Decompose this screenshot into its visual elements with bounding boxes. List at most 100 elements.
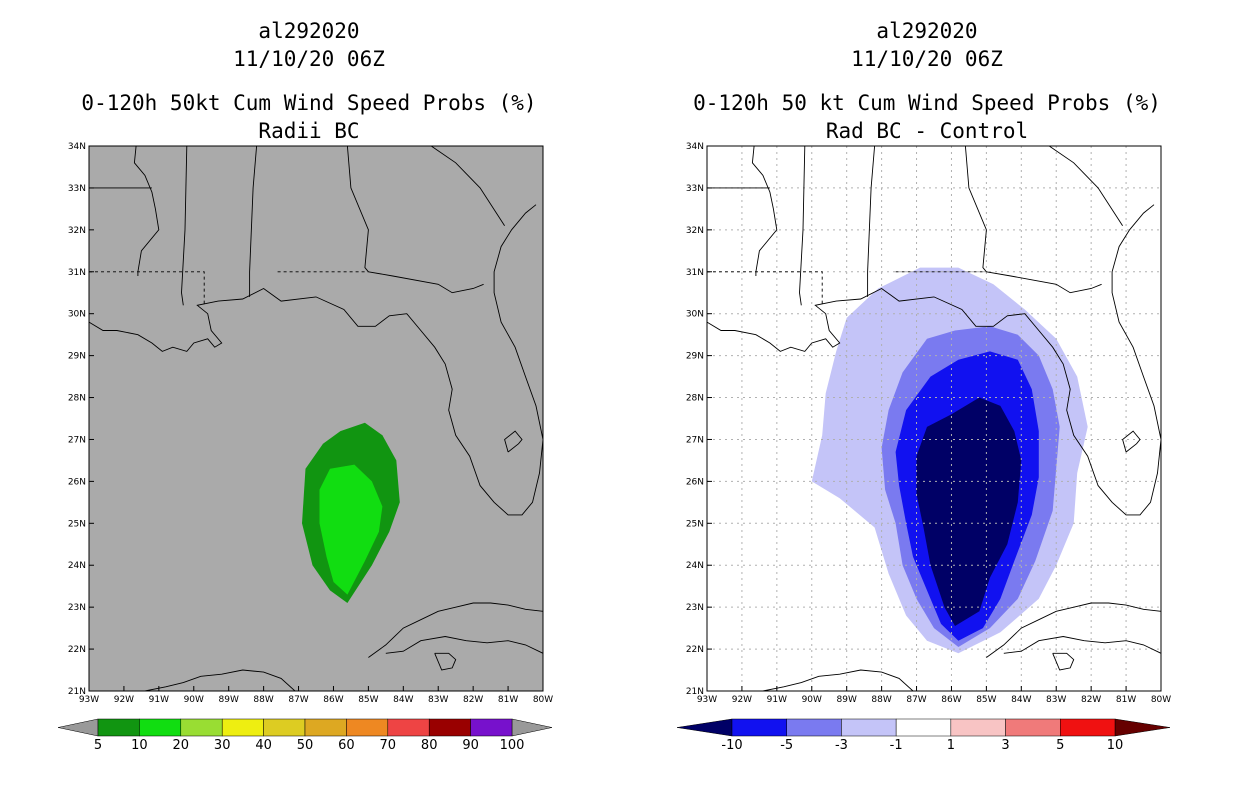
- lake-okeechobee: [504, 430, 523, 453]
- x-tick-label: 82W: [463, 695, 483, 705]
- colorbar-segment: [221, 718, 264, 737]
- y-tick-label: 28N: [686, 394, 704, 404]
- colorbar-segment: [139, 718, 182, 737]
- panel-radii-bc: al292020 11/10/20 06Z 0-120h 50kt Cum Wi…: [57, 19, 553, 753]
- x-tick-label: 93W: [79, 695, 99, 705]
- state-border: [867, 146, 876, 297]
- colorbar-label: 30: [214, 738, 231, 753]
- colorbar-under-arrow: [57, 718, 99, 737]
- panel2-frame: [706, 145, 1162, 692]
- colorbar-segment: [470, 718, 513, 737]
- colorbar-label: 80: [421, 738, 438, 753]
- x-tick-label: 92W: [732, 695, 752, 705]
- x-tick-label: 88W: [871, 695, 891, 705]
- y-tick-label: 22N: [686, 645, 704, 655]
- y-tick-label: 22N: [68, 645, 86, 655]
- x-tick-label: 86W: [323, 695, 343, 705]
- y-tick-label: 23N: [68, 603, 86, 613]
- colorbar-over-arrow: [1114, 718, 1171, 737]
- colorbar-label: -1: [890, 738, 903, 753]
- x-tick-label: 90W: [802, 695, 822, 705]
- colorbar-label: 10: [1107, 738, 1124, 753]
- y-tick-label: 30N: [68, 310, 86, 320]
- panel1-title: 0-120h 50kt Cum Wind Speed Probs (%): [81, 91, 536, 115]
- state-border-dashed: [707, 271, 823, 306]
- x-tick-label: 88W: [253, 695, 273, 705]
- x-tick-label: 83W: [1046, 695, 1066, 705]
- y-tick-label: 33N: [686, 184, 704, 194]
- colorbar-label: -10: [721, 738, 742, 753]
- colorbar-segment: [731, 718, 787, 737]
- x-tick-label: 93W: [697, 695, 717, 705]
- colorbar-segment: [428, 718, 471, 737]
- x-tick-label: 85W: [976, 695, 996, 705]
- x-tick-label: 81W: [1116, 695, 1136, 705]
- panel2-subtitle: Rad BC - Control: [826, 119, 1028, 143]
- panel1-y-axis: 21N 22N 23N 24N 25N 26N 27N 28N 29N 30N 31N 32N 33N 3…: [68, 142, 94, 697]
- y-tick-label: 34N: [686, 142, 704, 152]
- y-tick-label: 23N: [686, 603, 704, 613]
- state-border: [346, 146, 369, 273]
- state-border: [986, 271, 1102, 294]
- panel2-contours: [811, 267, 1088, 654]
- colorbar-label: 50: [297, 738, 314, 753]
- colorbar-label: 1: [947, 738, 955, 753]
- panel1-storm-id: al292020: [258, 19, 359, 43]
- panel1-datetime: 11/10/20 06Z: [233, 47, 385, 71]
- y-tick-label: 32N: [68, 226, 86, 236]
- colorbar-label: 5: [94, 738, 102, 753]
- panel2-coastlines: [707, 146, 1161, 691]
- y-tick-label: 25N: [68, 519, 86, 529]
- colorbar-segment: [180, 718, 223, 737]
- coastline-cuba-south: [385, 636, 543, 654]
- colorbar-segment: [1005, 718, 1061, 737]
- state-border: [368, 271, 484, 294]
- y-tick-label: 34N: [68, 142, 86, 152]
- x-tick-label: 81W: [498, 695, 518, 705]
- y-tick-label: 21N: [68, 687, 86, 697]
- panel1-x-axis: 93W 92W 91W 90W 89W 88W 87W 86W 85W 84W 83W 82W 81W 8…: [79, 686, 553, 705]
- coastline-gulf: [707, 204, 1161, 516]
- colorbar-label: 90: [462, 738, 479, 753]
- colorbar-segment: [841, 718, 897, 737]
- state-border: [430, 146, 505, 226]
- state-border: [751, 146, 778, 276]
- y-tick-label: 28N: [68, 394, 86, 404]
- panel1-contours: [302, 422, 400, 603]
- panel2-title: 0-120h 50 kt Cum Wind Speed Probs (%): [693, 91, 1161, 115]
- contour-below-10: [916, 397, 1022, 626]
- colorbar-under-arrow: [676, 718, 733, 737]
- coastline-yucatan: [144, 669, 296, 691]
- panel1-subtitle: Radii BC: [258, 119, 359, 143]
- colorbar-label: 20: [173, 738, 190, 753]
- y-tick-label: 27N: [686, 435, 704, 445]
- colorbar-segment: [895, 718, 952, 737]
- x-tick-label: 80W: [1151, 695, 1171, 705]
- colorbar-segment: [1060, 718, 1116, 737]
- x-tick-label: 85W: [358, 695, 378, 705]
- y-tick-label: 25N: [686, 519, 704, 529]
- colorbar-label: 70: [380, 738, 397, 753]
- state-border: [799, 146, 806, 306]
- x-tick-label: 82W: [1081, 695, 1101, 705]
- y-tick-label: 30N: [686, 310, 704, 320]
- x-tick-label: 89W: [837, 695, 857, 705]
- x-tick-label: 92W: [114, 695, 134, 705]
- state-border: [181, 146, 188, 306]
- x-tick-label: 90W: [184, 695, 204, 705]
- x-tick-label: 84W: [1011, 695, 1031, 705]
- colorbar-label: -5: [780, 738, 793, 753]
- colorbar-label: 10: [131, 738, 148, 753]
- coastline-cuba-north: [986, 602, 1161, 658]
- colorbar-label: 40: [255, 738, 272, 753]
- panel2-grid: [707, 146, 1161, 691]
- state-border: [249, 146, 258, 297]
- state-border-dashed: [89, 271, 205, 306]
- y-tick-label: 21N: [686, 687, 704, 697]
- y-tick-label: 24N: [686, 561, 704, 571]
- contour-10-20-: [319, 464, 383, 595]
- coastline-gulf: [89, 204, 543, 516]
- x-tick-label: 83W: [428, 695, 448, 705]
- y-tick-label: 24N: [68, 561, 86, 571]
